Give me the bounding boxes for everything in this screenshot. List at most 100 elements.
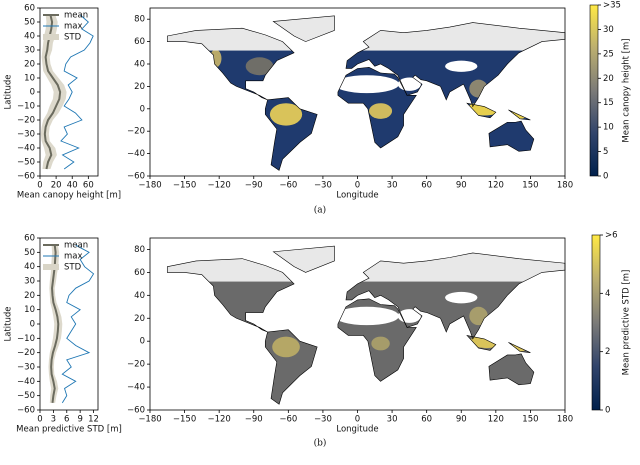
x-tick-label: 60: [421, 181, 432, 191]
y-tick-label: 50: [24, 18, 35, 28]
y-tick-label: −40: [127, 383, 145, 393]
x-axis-label: Longitude: [336, 191, 378, 201]
x-tick-label: 0: [37, 181, 42, 191]
colorbar-tick-label: 4: [605, 289, 610, 299]
legend-label: mean: [64, 241, 88, 251]
x-axis-label: Longitude: [336, 425, 378, 435]
colorbar-tick-label: 5: [603, 147, 608, 157]
x-tick-label: 0: [355, 181, 360, 191]
y-tick-label: 0: [140, 337, 145, 347]
colorbar-tick-label: 0: [603, 172, 608, 182]
y-tick-label: 20: [134, 314, 145, 324]
y-tick-label: 10: [24, 305, 35, 315]
colorbar-tick-label: >6: [605, 231, 618, 241]
x-tick-label: 0: [355, 415, 360, 425]
y-tick-label: 80: [134, 245, 145, 255]
x-tick-label: 9: [77, 415, 82, 425]
y-tick-label: 20: [134, 82, 145, 92]
legend-label: mean: [64, 11, 88, 21]
y-tick-label: −10: [17, 334, 35, 344]
x-tick-label: −150: [173, 415, 196, 425]
x-axis-label: Mean predictive STD [m]: [16, 425, 122, 435]
series-line: [50, 245, 60, 403]
colorbar-tick-label: 25: [603, 49, 614, 59]
y-tick-label: −60: [127, 172, 145, 182]
x-tick-label: 180: [557, 181, 573, 191]
legend-label: STD: [64, 263, 82, 273]
x-tick-label: 3: [51, 415, 56, 425]
y-tick-label: 80: [134, 15, 145, 25]
x-tick-label: −90: [245, 415, 263, 425]
y-tick-label: 30: [24, 277, 35, 287]
x-tick-label: 90: [456, 181, 467, 191]
x-tick-label: 20: [51, 181, 62, 191]
x-tick-label: 30: [387, 415, 398, 425]
y-tick-label: 40: [134, 60, 145, 70]
y-tick-label: 0: [30, 88, 35, 98]
y-tick-label: 60: [134, 268, 145, 278]
y-tick-label: −40: [127, 149, 145, 159]
y-tick-label: −60: [17, 406, 35, 416]
y-tick-label: −50: [17, 158, 35, 168]
x-tick-label: 60: [421, 415, 432, 425]
legend-swatch: [43, 34, 59, 40]
x-tick-label: −150: [173, 181, 196, 191]
y-tick-label: 50: [24, 248, 35, 258]
y-tick-label: −30: [17, 363, 35, 373]
y-tick-label: −40: [17, 144, 35, 154]
y-tick-label: 20: [24, 291, 35, 301]
series-line: [43, 14, 62, 170]
x-tick-label: 30: [387, 181, 398, 191]
caption: (a): [314, 205, 326, 216]
map-art: [166, 245, 566, 405]
y-tick-label: 60: [134, 37, 145, 47]
colorbar-tick-label: 30: [603, 25, 614, 35]
legend-label: STD: [64, 33, 82, 43]
y-tick-label: 30: [24, 46, 35, 56]
colorbar-tick-label: 20: [603, 74, 614, 84]
y-tick-label: 60: [24, 234, 35, 244]
colorbar-label: Mean predictive STD [m]: [622, 270, 632, 376]
y-tick-label: 40: [24, 32, 35, 42]
x-tick-label: −180: [138, 181, 161, 191]
y-tick-label: 0: [30, 320, 35, 330]
x-tick-label: 12: [88, 415, 99, 425]
colorbar: [589, 4, 599, 177]
x-tick-label: −60: [279, 415, 297, 425]
caption: (b): [314, 438, 327, 449]
x-tick-label: −60: [279, 181, 297, 191]
y-axis-label: Latitude: [4, 307, 14, 342]
y-tick-label: 0: [140, 104, 145, 114]
x-tick-label: 0: [37, 415, 42, 425]
colorbar-tick-label: >35: [603, 1, 621, 11]
x-tick-label: 90: [456, 415, 467, 425]
colorbar: [591, 234, 601, 411]
legend-label: max: [64, 252, 83, 262]
x-tick-label: 180: [557, 415, 573, 425]
colorbar-tick-label: 0: [605, 406, 610, 416]
y-tick-label: −10: [17, 102, 35, 112]
colorbar-tick-label: 2: [605, 347, 610, 357]
x-tick-label: −90: [245, 181, 263, 191]
y-tick-label: −60: [17, 172, 35, 182]
x-tick-label: −30: [314, 181, 332, 191]
y-axis-label: Latitude: [4, 75, 14, 110]
y-tick-label: −20: [17, 348, 35, 358]
y-tick-label: −50: [17, 391, 35, 401]
x-tick-label: 150: [522, 415, 538, 425]
y-tick-label: −20: [17, 116, 35, 126]
y-tick-label: −60: [127, 406, 145, 416]
x-tick-label: −180: [138, 415, 161, 425]
x-tick-label: 40: [67, 181, 78, 191]
x-axis-label: Mean canopy height [m]: [17, 191, 121, 201]
x-tick-label: 150: [522, 181, 538, 191]
y-tick-label: −20: [127, 127, 145, 137]
y-tick-label: −30: [17, 130, 35, 140]
map-art: [166, 15, 566, 171]
y-tick-label: 40: [24, 262, 35, 272]
y-tick-label: −40: [17, 377, 35, 387]
series-line: [61, 244, 95, 404]
y-tick-label: 20: [24, 60, 35, 70]
colorbar-label: Mean canopy height [m]: [622, 38, 632, 142]
